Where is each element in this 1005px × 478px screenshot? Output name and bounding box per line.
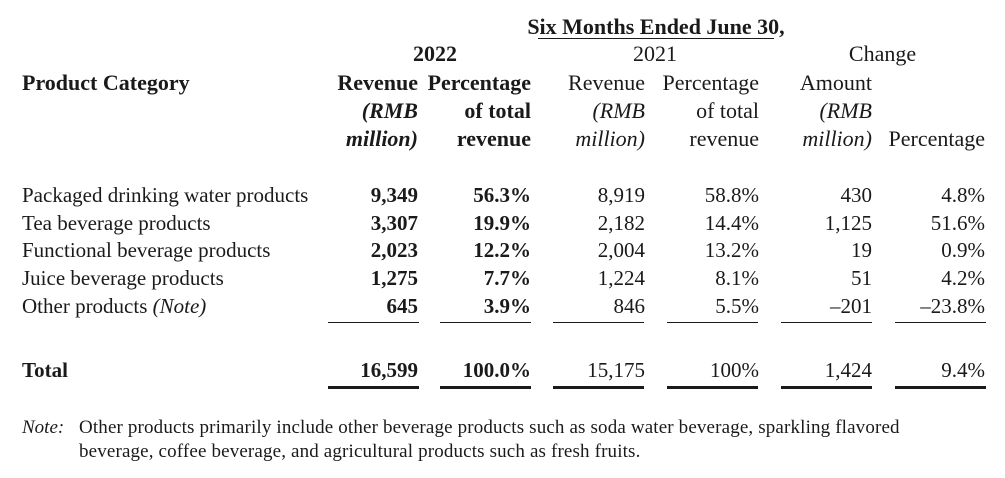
amt-total-underline (781, 386, 872, 389)
rev21-header-line2: (RMB (592, 98, 645, 123)
note-line-2: beverage, coffee beverage, and agricultu… (79, 441, 641, 462)
pct21-total-underline (667, 386, 758, 389)
row-label-text: Other products (22, 294, 148, 318)
cell-chg: –23.8% (920, 294, 985, 318)
rev22-header-line3: million) (345, 126, 418, 151)
cell-pct22: 56.3% (473, 183, 531, 207)
row-label-note: (Note) (152, 294, 207, 318)
row-label: Other products (Note) (22, 296, 206, 317)
total-pct21: 100% (710, 358, 759, 382)
rev21-total-underline (553, 386, 644, 389)
rev22-total-underline (328, 386, 419, 389)
cell-amt: –201 (830, 294, 872, 318)
cell-chg: 4.8% (941, 183, 985, 207)
pct22-header-line2: of total (464, 98, 531, 123)
rev22-header-line1: Revenue (337, 70, 418, 95)
cell-rev21: 1,224 (597, 266, 645, 290)
row-label: Functional beverage products (22, 240, 270, 261)
amt-header-line2: (RMB (819, 98, 872, 123)
rev22-subtotal-line (328, 322, 419, 323)
product-category-heading: Product Category (22, 70, 190, 95)
cell-pct22: 12.2% (473, 238, 531, 262)
cell-pct21: 13.2% (704, 238, 759, 262)
rev21-subtotal-line (553, 322, 644, 323)
cell-amt: 430 (840, 183, 873, 207)
cell-amt: 1,125 (824, 211, 872, 235)
cell-amt: 19 (851, 238, 872, 262)
amt-header-line3: million) (802, 126, 872, 151)
rev22-header-line2: (RMB (361, 98, 418, 123)
cell-pct22: 7.7% (483, 266, 531, 290)
cell-pct21: 58.8% (704, 183, 759, 207)
row-label-text: Tea beverage products (22, 211, 211, 235)
cell-rev22: 2,023 (370, 238, 418, 262)
pct21-header-line2: of total (696, 98, 759, 123)
change-heading: Change (848, 41, 917, 66)
cell-amt: 51 (851, 266, 872, 290)
row-label-text: Juice beverage products (22, 266, 224, 290)
total-label: Total (22, 358, 68, 382)
chg-total-underline (895, 386, 986, 389)
total-rev21: 15,175 (587, 358, 645, 382)
pct22-subtotal-line (440, 322, 531, 323)
cell-pct21: 8.1% (715, 266, 759, 290)
total-pct22: 100.0% (462, 358, 531, 382)
note-line-1: Other products primarily include other b… (79, 417, 900, 438)
cell-chg: 51.6% (930, 211, 985, 235)
pct21-header-line3: revenue (689, 126, 759, 151)
row-label-text: Packaged drinking water products (22, 183, 309, 207)
pct21-subtotal-line (667, 322, 758, 323)
amt-subtotal-line (781, 322, 872, 323)
cell-rev22: 9,349 (370, 183, 418, 207)
chg-pct-header: Percentage (888, 126, 986, 151)
row-label-text: Functional beverage products (22, 238, 271, 262)
rev21-header-line1: Revenue (568, 70, 645, 95)
row-label: Tea beverage products (22, 213, 211, 234)
year-2021-heading: 2021 (633, 41, 677, 66)
pct21-header-line1: Percentage (662, 70, 760, 95)
amt-header-line1: Amount (799, 70, 872, 95)
rev21-header-line3: million) (575, 126, 645, 151)
cell-rev21: 2,004 (597, 238, 645, 262)
cell-rev22: 1,275 (370, 266, 418, 290)
cell-pct22: 19.9% (473, 211, 531, 235)
cell-pct21: 14.4% (704, 211, 759, 235)
year-2022-heading: 2022 (413, 41, 457, 66)
row-label: Juice beverage products (22, 268, 224, 289)
chg-subtotal-line (895, 322, 986, 323)
cell-rev21: 846 (613, 294, 646, 318)
cell-chg: 0.9% (941, 238, 985, 262)
cell-pct22: 3.9% (483, 294, 531, 318)
total-amt: 1,424 (824, 358, 872, 382)
total-rev22: 16,599 (360, 358, 418, 382)
pct22-total-underline (440, 386, 531, 389)
cell-rev21: 8,919 (597, 183, 645, 207)
note-label: Note: (22, 417, 65, 438)
row-label: Packaged drinking water products (22, 185, 308, 206)
period-underline (538, 38, 774, 39)
cell-rev22: 645 (386, 294, 419, 318)
cell-chg: 4.2% (941, 266, 985, 290)
cell-rev21: 2,182 (597, 211, 645, 235)
cell-rev22: 3,307 (370, 211, 418, 235)
pct22-header-line1: Percentage (427, 70, 531, 95)
period-heading: Six Months Ended June 30, (527, 14, 785, 39)
total-chg: 9.4% (941, 358, 985, 382)
cell-pct21: 5.5% (715, 294, 759, 318)
pct22-header-line3: revenue (456, 126, 531, 151)
